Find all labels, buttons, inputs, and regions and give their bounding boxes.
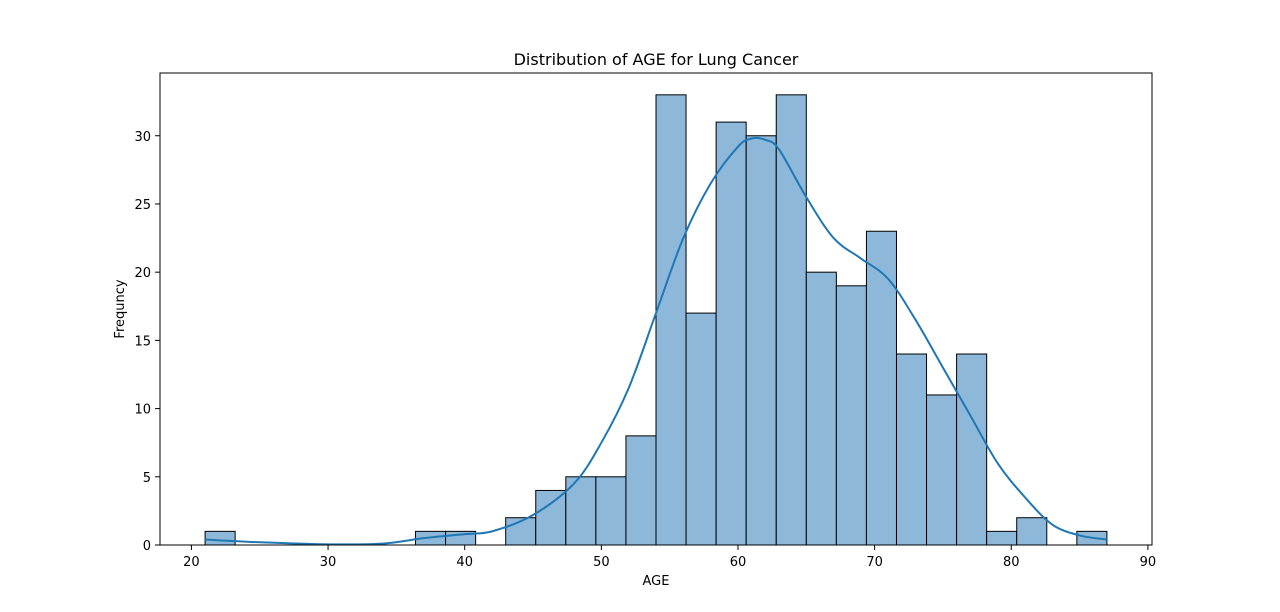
histogram-bar	[775, 94, 807, 546]
x-tick-label: 30	[320, 555, 337, 570]
x-tick-label: 90	[1140, 555, 1157, 570]
y-tick-label: 25	[134, 198, 151, 213]
histogram-bar	[655, 94, 687, 546]
x-tick-label: 80	[1003, 555, 1020, 570]
histogram-bars	[204, 94, 1108, 546]
histogram-bar	[625, 435, 657, 546]
y-tick-label: 10	[134, 403, 151, 418]
y-tick-label: 20	[134, 266, 151, 281]
plot-frame	[159, 72, 1153, 546]
x-tick-label: 60	[730, 555, 747, 570]
y-tick-label: 30	[134, 130, 151, 145]
y-tick-label: 0	[143, 539, 151, 554]
histogram-bar	[865, 230, 897, 546]
x-tick-label: 70	[866, 555, 883, 570]
x-tick-label: 50	[593, 555, 610, 570]
histogram-bar	[535, 489, 567, 546]
x-tick-label: 20	[183, 555, 200, 570]
histogram-bar	[926, 394, 958, 546]
y-axis-ticks: 0 5 10 15 20 25 30	[134, 130, 160, 554]
histogram-bar	[1016, 517, 1048, 546]
histogram-bar	[986, 530, 1018, 546]
histogram-bar	[745, 135, 777, 546]
histogram-bar	[685, 312, 717, 546]
histogram-bar	[956, 353, 988, 546]
histogram-bar	[805, 271, 837, 546]
x-axis-ticks: 20 30 40 50 60 70 80 90	[183, 545, 1156, 570]
histogram-bar	[835, 285, 867, 546]
histogram-bar	[895, 353, 928, 546]
histogram-bar	[595, 476, 627, 546]
chart-title: Distribution of AGE for Lung Cancer	[514, 50, 799, 69]
histogram-bar	[715, 121, 747, 546]
y-axis-label: Frequncy	[113, 279, 128, 338]
x-tick-label: 40	[456, 555, 473, 570]
kde-curve	[205, 136, 1108, 546]
y-tick-label: 15	[134, 334, 151, 349]
histogram-bar	[204, 530, 236, 546]
y-tick-label: 5	[143, 471, 151, 486]
x-axis-label: AGE	[643, 574, 670, 589]
